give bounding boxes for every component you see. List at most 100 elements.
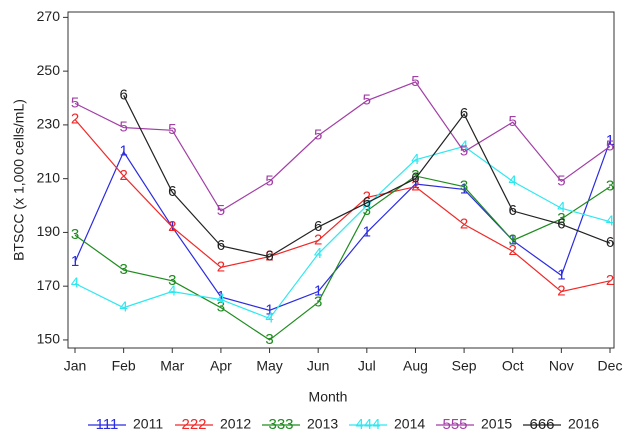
legend-symbol: 444 [355, 416, 380, 433]
point-marker: 3 [314, 293, 322, 310]
y-tick-label: 250 [37, 62, 61, 78]
point-marker: 2 [509, 242, 517, 259]
point-marker: 5 [460, 143, 468, 160]
point-marker: 5 [509, 113, 517, 130]
y-tick-label: 210 [37, 169, 61, 185]
point-marker: 4 [71, 274, 79, 291]
point-marker: 3 [119, 261, 127, 278]
legend-symbol: 222 [181, 416, 206, 433]
point-marker: 2 [119, 167, 127, 184]
point-marker: 2 [363, 188, 371, 205]
point-marker: 1 [411, 175, 419, 192]
y-tick-label: 230 [37, 116, 61, 132]
y-tick-label: 190 [37, 223, 61, 239]
point-marker: 2 [411, 178, 419, 195]
point-marker: 3 [363, 202, 371, 219]
series-line [74, 140, 611, 311]
point-marker: 6 [217, 237, 225, 254]
point-marker: 4 [119, 299, 127, 316]
point-marker: 3 [265, 331, 273, 348]
point-marker: 3 [557, 210, 565, 227]
series-line [74, 145, 611, 320]
point-marker: 6 [314, 218, 322, 235]
point-marker: 4 [557, 199, 565, 216]
x-tick-label: Nov [549, 358, 574, 374]
point-marker: 4 [606, 213, 614, 230]
point-marker: 4 [168, 283, 176, 300]
x-tick-label: Feb [112, 358, 136, 374]
point-marker: 4 [314, 245, 322, 262]
legend-label: 2013 [307, 416, 338, 432]
point-marker: 1 [314, 283, 322, 300]
point-marker: 2 [168, 218, 176, 235]
point-marker: 3 [460, 178, 468, 195]
x-tick-label: Dec [598, 358, 623, 374]
y-tick-label: 170 [37, 277, 61, 293]
point-marker: 6 [119, 86, 127, 103]
point-marker: 4 [509, 172, 517, 189]
point-marker: 1 [119, 143, 127, 160]
series-line [74, 81, 611, 212]
x-tick-label: Oct [502, 358, 524, 374]
y-tick-label: 150 [37, 331, 61, 347]
point-marker: 4 [460, 137, 468, 154]
plot-frame [67, 11, 615, 349]
point-marker: 2 [217, 258, 225, 275]
legend-label: 2015 [481, 416, 512, 432]
point-marker: 5 [71, 94, 79, 111]
point-marker: 1 [265, 301, 273, 318]
point-marker: 3 [168, 272, 176, 289]
point-marker: 5 [265, 172, 273, 189]
x-tick-label: Jan [64, 358, 87, 374]
point-marker: 5 [217, 202, 225, 219]
point-marker: 1 [606, 132, 614, 149]
legend-label: 2011 [133, 416, 163, 432]
point-marker: 4 [363, 197, 371, 214]
point-marker: 5 [557, 172, 565, 189]
point-marker: 5 [606, 137, 614, 154]
point-marker: 6 [557, 215, 565, 232]
legend-label: 2014 [394, 416, 425, 432]
series-line [74, 119, 611, 293]
point-marker: 6 [265, 248, 273, 265]
legend-symbol: 666 [529, 416, 554, 433]
point-marker: 2 [606, 272, 614, 289]
legend-symbol: 555 [442, 416, 467, 433]
point-marker: 1 [217, 288, 225, 305]
point-marker: 5 [314, 127, 322, 144]
point-marker: 4 [411, 151, 419, 168]
point-marker: 3 [411, 167, 419, 184]
point-marker: 1 [71, 253, 79, 270]
x-tick-label: Sep [452, 358, 477, 374]
point-marker: 2 [314, 231, 322, 248]
x-tick-label: Aug [403, 358, 428, 374]
legend-symbol: 111 [96, 416, 119, 433]
x-tick-label: Jun [307, 358, 330, 374]
x-tick-label: Apr [210, 358, 232, 374]
point-marker: 2 [460, 215, 468, 232]
point-marker: 1 [460, 180, 468, 197]
point-marker: 5 [363, 92, 371, 109]
point-marker: 6 [460, 105, 468, 122]
y-tick-label: 270 [37, 8, 61, 24]
x-tick-label: May [256, 358, 282, 374]
point-marker: 5 [119, 119, 127, 136]
legend-symbol: 333 [268, 416, 293, 433]
x-tick-label: Jul [358, 358, 376, 374]
point-marker: 6 [606, 234, 614, 251]
point-marker: 3 [71, 226, 79, 243]
point-marker: 1 [557, 266, 565, 283]
point-marker: 2 [557, 283, 565, 300]
series-line [74, 175, 611, 341]
point-marker: 4 [217, 291, 225, 308]
point-marker: 2 [71, 110, 79, 127]
point-marker: 3 [606, 178, 614, 195]
point-marker: 1 [363, 223, 371, 240]
point-marker: 5 [411, 73, 419, 90]
point-marker: 6 [509, 202, 517, 219]
point-marker: 5 [168, 121, 176, 138]
point-marker: 3 [509, 231, 517, 248]
legend-label: 2016 [568, 416, 599, 432]
legend-label: 2012 [220, 416, 251, 432]
